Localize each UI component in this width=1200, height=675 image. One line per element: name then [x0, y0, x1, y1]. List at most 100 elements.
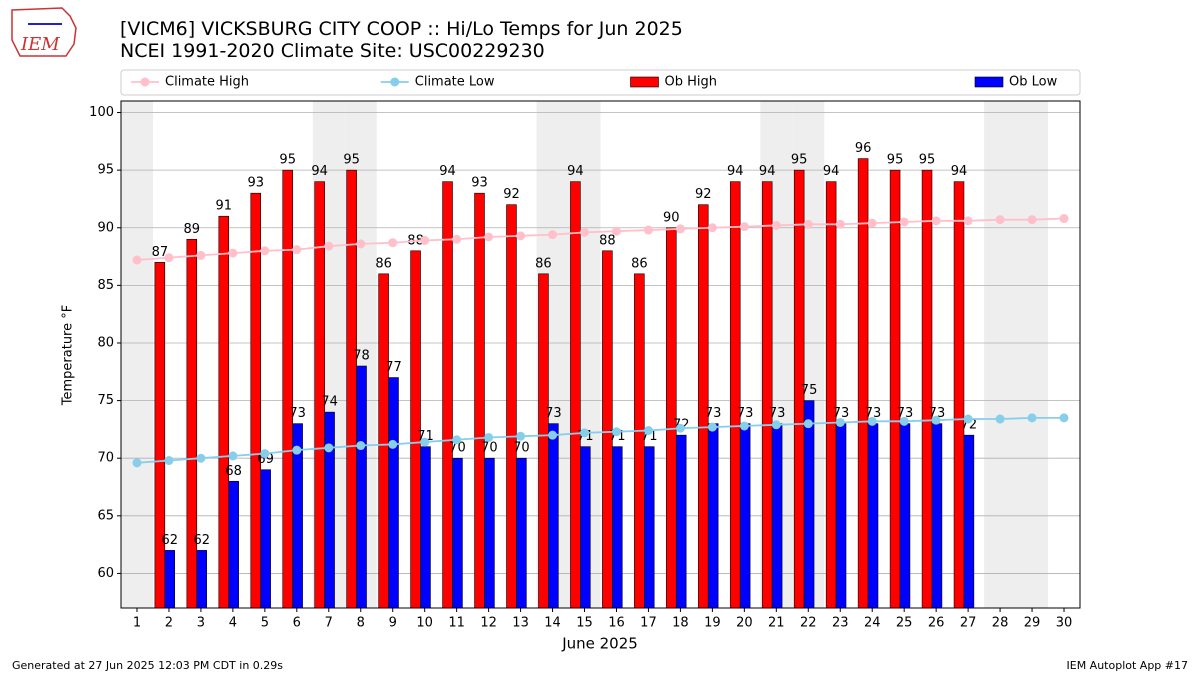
data-label: 88 — [599, 233, 616, 248]
line-marker — [1027, 215, 1037, 225]
logo-outline — [11, 7, 77, 57]
bar — [164, 550, 176, 609]
data-label: 94 — [823, 164, 840, 179]
y-axis-label: Temperature °F — [61, 305, 76, 406]
y-tick-label: 90 — [97, 220, 114, 235]
data-label: 95 — [887, 153, 904, 168]
bar — [867, 423, 879, 609]
x-tick-label: 7 — [325, 616, 333, 631]
y-tick-label: 80 — [97, 335, 114, 350]
data-label: 73 — [897, 406, 914, 421]
x-tick-label: 9 — [389, 616, 397, 631]
line-marker — [260, 449, 270, 459]
line-marker — [356, 441, 366, 451]
bar — [899, 423, 911, 609]
data-label: 92 — [695, 187, 712, 202]
line-marker — [324, 241, 334, 251]
x-tick-label: 29 — [1024, 616, 1041, 631]
bar — [260, 469, 271, 609]
x-tick-label: 14 — [544, 616, 561, 631]
data-label: 87 — [152, 245, 169, 260]
line-marker — [963, 414, 973, 424]
x-tick-label: 3 — [197, 616, 205, 631]
line-marker — [516, 231, 526, 241]
line-marker — [516, 431, 526, 441]
bar — [506, 204, 517, 609]
bar — [516, 457, 527, 609]
line-marker — [228, 248, 238, 258]
bar — [538, 273, 549, 609]
data-label: 86 — [535, 256, 552, 271]
bar — [250, 192, 261, 609]
bar — [675, 434, 687, 609]
bar — [420, 446, 431, 609]
legend-swatch — [140, 77, 150, 87]
x-tick-label: 5 — [261, 616, 269, 631]
line-marker — [132, 255, 142, 265]
data-label: 62 — [161, 533, 178, 548]
data-label: 74 — [321, 395, 338, 410]
legend-swatch — [630, 76, 659, 88]
data-label: 75 — [801, 383, 818, 398]
line-marker — [611, 226, 621, 236]
line-marker — [867, 218, 877, 228]
data-label: 93 — [247, 176, 264, 191]
bar — [771, 423, 783, 609]
bar — [580, 446, 591, 609]
legend-label: Climate High — [165, 75, 249, 90]
bar — [835, 423, 847, 609]
y-tick-label: 85 — [97, 278, 114, 293]
line-marker — [803, 419, 813, 429]
data-label: 68 — [225, 464, 242, 479]
x-tick-label: 19 — [704, 616, 721, 631]
line-marker — [739, 222, 749, 232]
line-marker — [484, 432, 494, 442]
line-marker — [228, 451, 238, 461]
data-label: 73 — [865, 406, 882, 421]
bar — [442, 181, 453, 609]
data-label: 73 — [545, 406, 562, 421]
bar — [548, 423, 559, 609]
line-marker — [835, 219, 845, 229]
data-label: 73 — [833, 406, 850, 421]
data-label: 95 — [343, 153, 360, 168]
data-label: 91 — [215, 199, 232, 214]
x-tick-label: 16 — [608, 616, 625, 631]
line-marker — [452, 234, 462, 244]
data-label: 86 — [375, 256, 392, 271]
data-label: 70 — [513, 441, 530, 456]
data-label: 95 — [279, 153, 296, 168]
x-tick-label: 27 — [960, 616, 977, 631]
data-label: 96 — [855, 141, 872, 156]
weekend-shade — [121, 101, 153, 608]
data-label: 89 — [184, 222, 201, 237]
x-tick-label: 25 — [896, 616, 913, 631]
data-label: 77 — [385, 360, 402, 375]
line-marker — [707, 223, 717, 233]
data-label: 94 — [759, 164, 776, 179]
y-tick-label: 60 — [97, 566, 114, 581]
data-label: 94 — [727, 164, 744, 179]
logo-text: IEM — [20, 34, 60, 55]
weekend-shade — [1016, 101, 1049, 608]
line-marker — [292, 445, 302, 455]
weekend-shade — [984, 101, 1017, 608]
x-tick-label: 10 — [416, 616, 433, 631]
bar — [218, 215, 230, 609]
bar — [474, 192, 485, 609]
line-marker — [484, 232, 494, 242]
data-label: 73 — [769, 406, 786, 421]
data-label: 62 — [193, 533, 210, 548]
y-tick-label: 70 — [97, 451, 114, 466]
bar — [761, 181, 773, 609]
line-marker — [995, 414, 1005, 424]
line — [136, 217, 1065, 261]
x-tick-label: 30 — [1056, 616, 1073, 631]
line-marker — [196, 250, 206, 260]
x-tick-label: 1 — [133, 616, 141, 631]
bar — [612, 446, 623, 609]
line-marker — [931, 415, 941, 425]
line-marker — [771, 420, 781, 430]
x-tick-label: 26 — [928, 616, 945, 631]
legend-swatch — [974, 76, 1004, 88]
